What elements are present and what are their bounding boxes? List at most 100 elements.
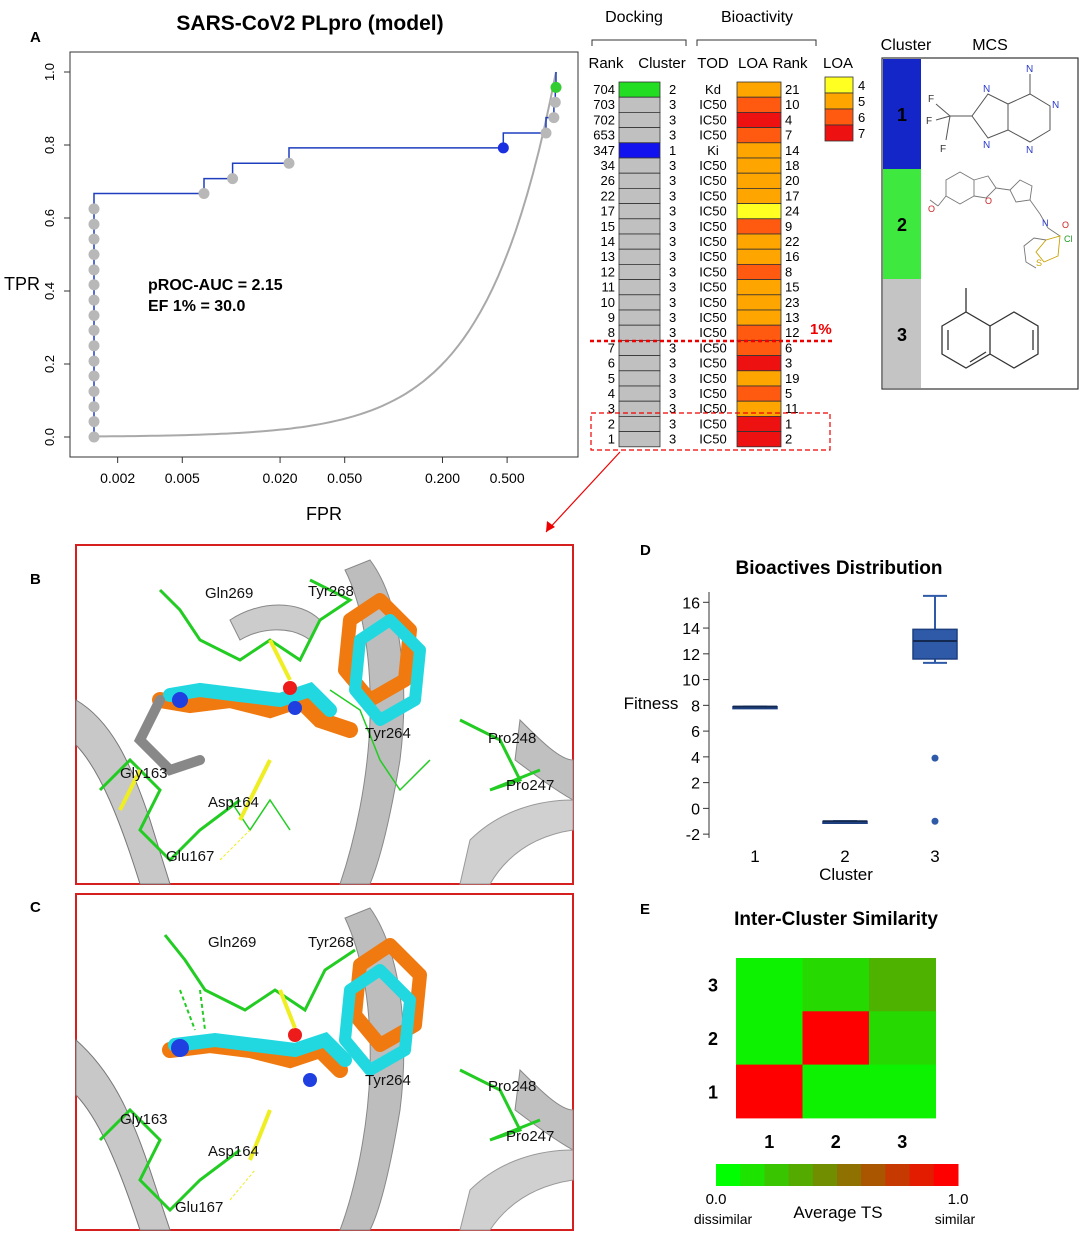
roc-y-tick-label: 0.8: [42, 136, 57, 154]
colorbar-segment: [885, 1164, 911, 1186]
mcs-cluster-2-label: 2: [897, 215, 907, 235]
row-loa-cell: [736, 218, 782, 235]
boxplot-box-cluster-1: [732, 705, 778, 710]
row-tod: IC50: [699, 234, 726, 249]
row-rank: 4: [608, 386, 615, 401]
header-bio-rank: Rank: [772, 55, 808, 72]
roc-y-tick-label: 0.2: [42, 355, 57, 373]
mcs-sulfur-cluster-2: S: [1036, 258, 1042, 268]
row-tod: IC50: [699, 173, 726, 188]
row-cluster-cell: [618, 218, 661, 235]
row-tod: IC50: [699, 340, 726, 355]
row-cluster-cell: [618, 157, 661, 174]
row-cluster-cell: [618, 370, 661, 387]
table-row: 15 3 IC50 9: [601, 218, 792, 235]
row-loa-cell: [736, 294, 782, 311]
row-cluster: 3: [669, 371, 676, 386]
row-rank: 17: [601, 204, 615, 219]
svg-text:O: O: [985, 196, 992, 206]
row-rank: 704: [593, 82, 615, 97]
row-bio-rank: 8: [785, 264, 792, 279]
residue-label: Gly163: [120, 1111, 168, 1128]
row-rank: 2: [608, 416, 615, 431]
roc-x-tick-label: 0.500: [490, 470, 525, 486]
mcs-cluster-3-label: 3: [897, 325, 907, 345]
row-tod: IC50: [699, 386, 726, 401]
residue-label: Asp164: [208, 794, 259, 811]
row-cluster-cell: [618, 187, 661, 204]
svg-text:N: N: [1026, 145, 1033, 156]
row-cluster: 3: [669, 204, 676, 219]
heatmap-cell: [802, 1011, 870, 1066]
row-bio-rank: 17: [785, 188, 799, 203]
row-cluster: 3: [669, 325, 676, 340]
boxplot-y-tick-label: 4: [691, 750, 700, 767]
table-row: 12 3 IC50 8: [601, 263, 792, 280]
colorbar-max-value: 1.0: [948, 1191, 969, 1208]
row-cluster: 3: [669, 295, 676, 310]
boxplot-x-tick-label: 1: [750, 847, 759, 866]
row-rank: 9: [608, 310, 615, 325]
row-bio-rank: 14: [785, 143, 799, 158]
panel-a: A SARS-CoV2 PLpro (model) 0.00.20.40.60.…: [4, 12, 579, 524]
row-tod: Kd: [705, 82, 721, 97]
row-cluster-cell: [618, 415, 661, 432]
row-cluster-cell: [618, 96, 661, 113]
panel-b: B Gln269 Tyr26: [30, 544, 574, 885]
row-cluster: 3: [669, 173, 676, 188]
heatmap-title: Inter-Cluster Similarity: [734, 909, 938, 930]
residue-label: Glu167: [175, 1199, 223, 1216]
row-loa-cell: [736, 248, 782, 265]
roc-x-label: FPR: [306, 504, 342, 524]
mcs-header-cluster: Cluster: [881, 37, 932, 54]
row-loa-cell: [736, 370, 782, 387]
roc-y-tick-label: 0.4: [42, 282, 57, 300]
table-row: 347 1 Ki 14: [593, 142, 799, 159]
boxplot-x-ticks: 1 2 3: [750, 847, 939, 866]
row-loa-cell: [736, 142, 782, 159]
residue-label: Tyr268: [308, 934, 354, 951]
roc-point: [88, 401, 100, 413]
roc-x-tick-label: 0.050: [327, 470, 362, 486]
roc-point: [283, 157, 295, 169]
heatmap-cell: [869, 958, 936, 1012]
colorbar-max-text: similar: [935, 1211, 976, 1227]
mcs-chlorine-cluster-2: Cl: [1064, 234, 1073, 244]
residue-label: Pro248: [488, 730, 536, 747]
svg-text:F: F: [940, 144, 946, 155]
row-loa-cell: [736, 157, 782, 174]
row-cluster-cell: [618, 81, 661, 98]
residue-label: Tyr264: [365, 1072, 411, 1089]
boxplot-y-tick-label: 0: [691, 801, 700, 818]
box-body: [912, 628, 958, 660]
row-loa-cell: [736, 385, 782, 402]
row-cluster: 3: [669, 158, 676, 173]
boxplot-x-label: Cluster: [819, 865, 873, 884]
colorbar-min-value: 0.0: [706, 1191, 727, 1208]
roc-point: [227, 173, 239, 185]
heatmap-row-label: 1: [708, 1082, 718, 1102]
row-rank: 34: [601, 158, 615, 173]
row-loa-cell: [736, 127, 782, 144]
colorbar-segment: [740, 1164, 765, 1186]
mcs-structure-cluster-2: [929, 171, 1061, 269]
boxplot-boxes: [732, 594, 958, 825]
colorbar-segment: [788, 1164, 814, 1186]
roc-point: [88, 385, 100, 397]
residue-label: Pro247: [506, 1128, 554, 1145]
row-cluster-cell: [618, 431, 661, 448]
row-bio-rank: 11: [785, 401, 799, 416]
row-rank: 702: [593, 112, 615, 127]
row-rank: 1: [608, 432, 615, 447]
row-loa-cell: [736, 203, 782, 220]
roc-x-tick-label: 0.020: [263, 470, 298, 486]
roc-x-axis: 0.002 0.005 0.020 0.050 0.200 0.500: [100, 457, 525, 486]
row-cluster: 3: [669, 340, 676, 355]
roc-point: [88, 264, 100, 276]
row-tod: IC50: [699, 264, 726, 279]
loa-legend-swatch: [824, 108, 854, 126]
colorbar-segment: [716, 1164, 741, 1186]
heatmap-col-label: 3: [897, 1132, 907, 1152]
table-row: 17 3 IC50 24: [601, 203, 799, 220]
row-rank: 703: [593, 97, 615, 112]
